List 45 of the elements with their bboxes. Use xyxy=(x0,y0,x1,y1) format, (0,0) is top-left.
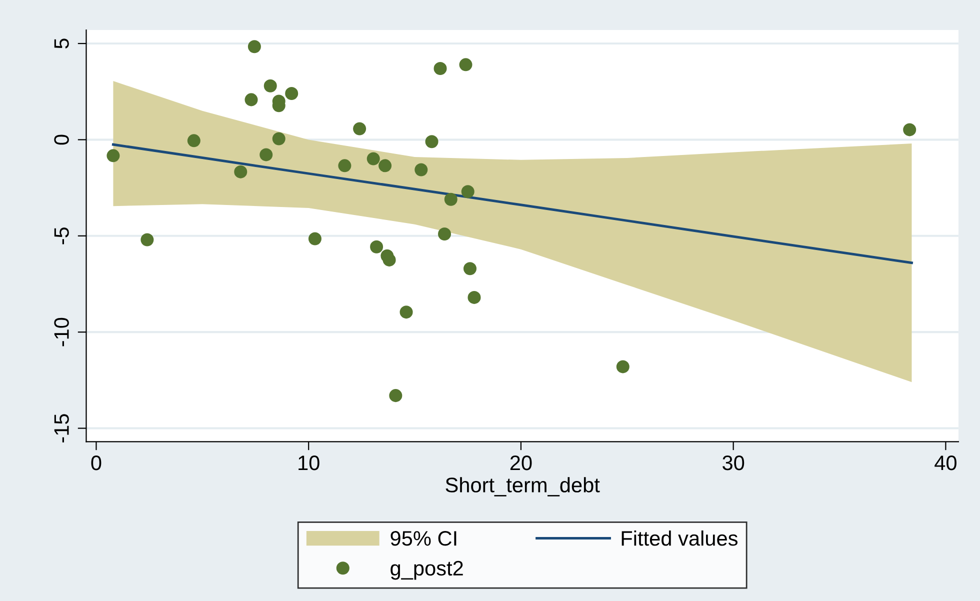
point xyxy=(140,233,154,246)
point xyxy=(187,134,200,148)
point xyxy=(461,185,474,198)
y-tick-label: -5 xyxy=(54,228,69,244)
point xyxy=(353,122,366,136)
point xyxy=(338,159,352,172)
y-tick-label: 5 xyxy=(54,38,69,48)
text: 95% CI xyxy=(390,531,456,546)
point xyxy=(264,79,277,92)
point xyxy=(370,240,384,254)
point xyxy=(260,148,273,162)
point xyxy=(285,87,298,100)
point xyxy=(434,62,447,76)
point xyxy=(438,227,452,240)
legend-label: g_post2 xyxy=(390,560,463,580)
y-tick-label: 0 xyxy=(54,134,69,145)
point xyxy=(248,40,261,54)
line-series xyxy=(112,143,913,264)
point xyxy=(308,232,322,246)
point xyxy=(389,389,402,402)
point xyxy=(903,123,916,136)
point xyxy=(463,262,476,276)
x-tick-label: 10 xyxy=(298,455,320,470)
y-tick-label: -10 xyxy=(54,318,69,346)
point xyxy=(468,290,481,304)
x-tick-label: 20 xyxy=(510,455,532,470)
point xyxy=(378,159,392,172)
point xyxy=(400,306,413,319)
point xyxy=(382,253,396,266)
point xyxy=(616,360,630,374)
point xyxy=(366,152,380,166)
x-axis-title: Short_term_debt xyxy=(446,477,600,496)
point xyxy=(272,132,286,146)
x-tick-label: 30 xyxy=(722,455,744,470)
y-tick-label: -15 xyxy=(54,414,69,442)
point xyxy=(244,93,258,106)
point xyxy=(459,58,472,72)
legend-label: Fitted values xyxy=(622,530,738,546)
point xyxy=(444,192,458,206)
point xyxy=(234,165,248,178)
x-tick-label: 40 xyxy=(934,455,956,470)
point xyxy=(106,149,120,162)
point xyxy=(425,135,438,148)
x-tick-label: 0 xyxy=(91,455,102,470)
point xyxy=(414,163,428,176)
